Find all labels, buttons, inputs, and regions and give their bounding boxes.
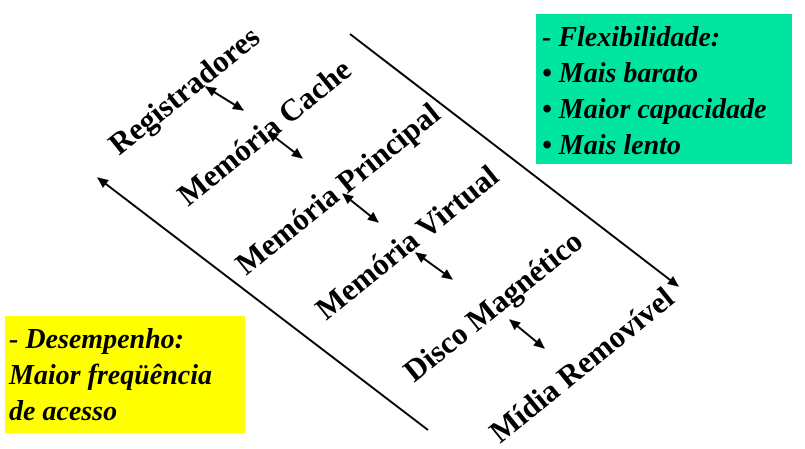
level-link-arrow [342, 193, 379, 223]
level-link-arrow [267, 131, 303, 159]
level-link-arrow [509, 319, 545, 349]
performance-heading: - Desempenho: [9, 324, 184, 355]
flexibility-item: • Maior capacidade [542, 94, 767, 125]
performance-box: - Desempenho: Maior freqüência de acesso [5, 316, 245, 433]
flexibility-item: • Mais lento [542, 130, 681, 161]
performance-item: Maior freqüência [9, 360, 212, 391]
level-link-arrow [415, 252, 453, 280]
flexibility-item: • Mais barato [542, 58, 699, 89]
flexibility-direction-arrow [349, 33, 679, 287]
performance-direction-arrow [97, 177, 429, 431]
performance-item: de acesso [9, 396, 118, 427]
flexibility-heading: - Flexibilidade: [542, 22, 721, 53]
flexibility-box: - Flexibilidade: • Mais barato • Maior c… [536, 14, 792, 164]
level-link-arrow [205, 86, 244, 111]
